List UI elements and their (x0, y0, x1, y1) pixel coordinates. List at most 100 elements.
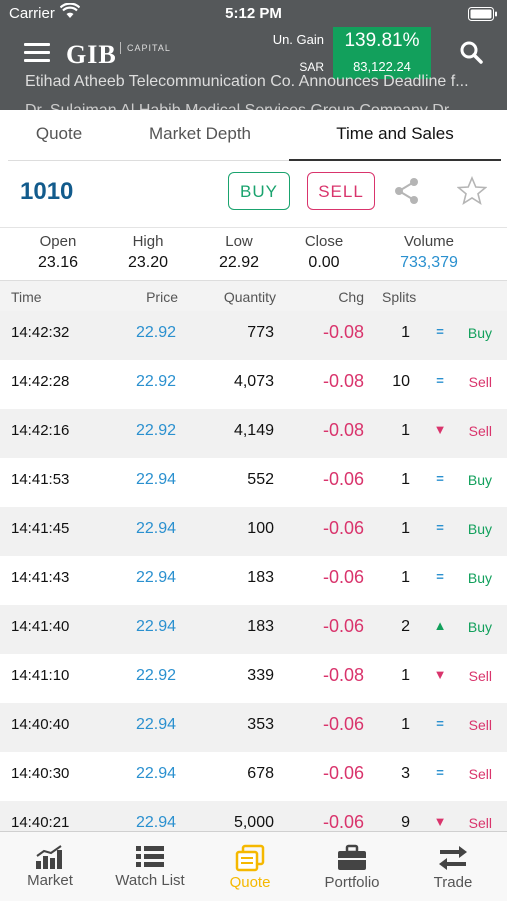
status-bar: Carrier 5:12 PM (0, 0, 507, 28)
table-row[interactable]: 14:41:53 22.94 552 -0.06 1 = Buy (0, 458, 507, 507)
trade-time: 14:42:32 (11, 324, 70, 341)
nav-portfolio[interactable]: Portfolio (302, 832, 402, 901)
nav-trade[interactable]: Trade (403, 832, 503, 901)
trade-side: Buy (467, 619, 492, 635)
tab-bar: Quote Market Depth Time and Sales (0, 110, 507, 162)
news-ticker-line-2[interactable]: Dr. Sulaiman Al Habib Medical Services G… (25, 102, 462, 110)
trades-list[interactable]: 14:42:32 22.92 773 -0.08 1 = Buy 14:42:28 22.92 4… (0, 311, 507, 831)
trade-time: 14:42:16 (11, 422, 70, 439)
buy-button[interactable]: BUY (228, 172, 290, 210)
trade-price: 22.94 (135, 569, 176, 586)
trade-side: Sell (468, 374, 492, 390)
share-icon[interactable] (394, 177, 420, 210)
trade-quantity: 773 (247, 324, 274, 341)
trade-side: Buy (467, 472, 492, 488)
trade-time: 14:41:45 (11, 520, 70, 537)
nav-market-label: Market (27, 872, 73, 889)
trade-side: Sell (468, 815, 492, 831)
trade-splits: 1 (401, 667, 410, 684)
trade-change: -0.06 (322, 714, 364, 734)
trade-change: -0.06 (322, 812, 364, 831)
trade-price: 22.92 (135, 324, 176, 341)
col-time: Time (11, 289, 42, 305)
trade-quantity: 100 (247, 520, 274, 537)
table-header: Time Price Quantity Chg Splits (0, 280, 507, 312)
bottom-nav: Market Watch List Quote Portfolio Trade (0, 831, 507, 901)
trade-time: 14:40:40 (11, 716, 70, 733)
stats-divider (0, 227, 507, 228)
trade-time: 14:41:10 (11, 667, 70, 684)
equal-icon: = (436, 373, 444, 388)
nav-trade-label: Trade (433, 874, 473, 891)
table-row[interactable]: 14:42:32 22.92 773 -0.08 1 = Buy (0, 311, 507, 360)
carrier-label: Carrier (9, 5, 55, 22)
trade-side: Buy (467, 325, 492, 341)
table-row[interactable]: 14:42:28 22.92 4,073 -0.08 10 = Sell (0, 360, 507, 409)
trade-quantity: 183 (247, 618, 274, 635)
gain-percent: 139.81% (344, 30, 420, 51)
stat-open: Open 23.16 (37, 233, 79, 271)
hamburger-menu-icon[interactable] (24, 43, 50, 63)
arrow-down-icon: ▼ (433, 814, 447, 829)
unrealized-gain-label: Un. Gain (272, 32, 324, 47)
briefcase-icon (338, 844, 366, 870)
favorite-star-icon[interactable] (456, 175, 488, 211)
trade-quantity: 678 (247, 765, 274, 782)
table-row[interactable]: 14:42:16 22.92 4,149 -0.08 1 ▼ Sell (0, 409, 507, 458)
nav-watch-list-label: Watch List (115, 872, 185, 889)
nav-quote[interactable]: Quote (200, 832, 300, 901)
nav-market[interactable]: Market (0, 832, 100, 901)
trade-change: -0.06 (322, 567, 364, 587)
equal-icon: = (436, 569, 444, 584)
trade-price: 22.94 (135, 618, 176, 635)
stat-close: Close 0.00 (304, 233, 344, 271)
tab-quote[interactable]: Quote (35, 124, 83, 143)
sell-button[interactable]: SELL (307, 172, 375, 210)
trade-side: Buy (467, 521, 492, 537)
logo-subtitle: CAPITAL (120, 42, 187, 54)
table-row[interactable]: 14:41:45 22.94 100 -0.06 1 = Buy (0, 507, 507, 556)
tab-divider (8, 160, 501, 161)
trade-splits: 1 (401, 471, 410, 488)
quote-icon (235, 844, 265, 872)
trade-splits: 9 (401, 814, 410, 831)
table-row[interactable]: 14:40:30 22.94 678 -0.06 3 = Sell (0, 752, 507, 801)
trade-splits: 1 (401, 716, 410, 733)
table-row[interactable]: 14:40:21 22.94 5,000 -0.06 9 ▼ Sell (0, 801, 507, 831)
symbol-code[interactable]: 1010 (20, 178, 74, 205)
trade-side: Sell (468, 423, 492, 439)
trade-price: 22.92 (135, 373, 176, 390)
trade-change: -0.06 (322, 616, 364, 636)
news-ticker-line-1[interactable]: Etihad Atheeb Telecommunication Co. Anno… (25, 73, 469, 90)
active-tab-indicator (289, 159, 501, 161)
trade-splits: 2 (401, 618, 410, 635)
trade-arrows-icon (439, 846, 467, 870)
table-row[interactable]: 14:40:40 22.94 353 -0.06 1 = Sell (0, 703, 507, 752)
stat-low: Low 22.92 (218, 233, 260, 271)
arrow-down-icon: ▼ (433, 667, 447, 682)
nav-portfolio-label: Portfolio (324, 874, 380, 891)
equal-icon: = (436, 324, 444, 339)
col-splits: Splits (382, 289, 417, 305)
tab-time-and-sales[interactable]: Time and Sales (336, 124, 454, 143)
gain-value: 83,122.24 (353, 59, 411, 74)
trade-quantity: 353 (247, 716, 274, 733)
table-row[interactable]: 14:41:10 22.92 339 -0.08 1 ▼ Sell (0, 654, 507, 703)
trade-side: Sell (468, 668, 492, 684)
table-row[interactable]: 14:41:43 22.94 183 -0.06 1 = Buy (0, 556, 507, 605)
equal-icon: = (436, 716, 444, 731)
trade-time: 14:40:21 (11, 814, 70, 831)
currency-label: SAR (299, 60, 324, 74)
trade-splits: 3 (401, 765, 410, 782)
trade-price: 22.92 (135, 422, 176, 439)
equal-icon: = (436, 765, 444, 780)
nav-watch-list[interactable]: Watch List (100, 832, 200, 901)
trade-quantity: 339 (247, 667, 274, 684)
tab-market-depth[interactable]: Market Depth (148, 124, 252, 143)
table-row[interactable]: 14:41:40 22.94 183 -0.06 2 ▲ Buy (0, 605, 507, 654)
search-icon[interactable] (459, 40, 483, 69)
stat-volume: Volume 733,379 (400, 233, 458, 271)
trade-quantity: 552 (247, 471, 274, 488)
unrealized-gain-box[interactable]: 139.81% 83,122.24 (333, 27, 431, 79)
trade-quantity: 5,000 (233, 814, 274, 831)
